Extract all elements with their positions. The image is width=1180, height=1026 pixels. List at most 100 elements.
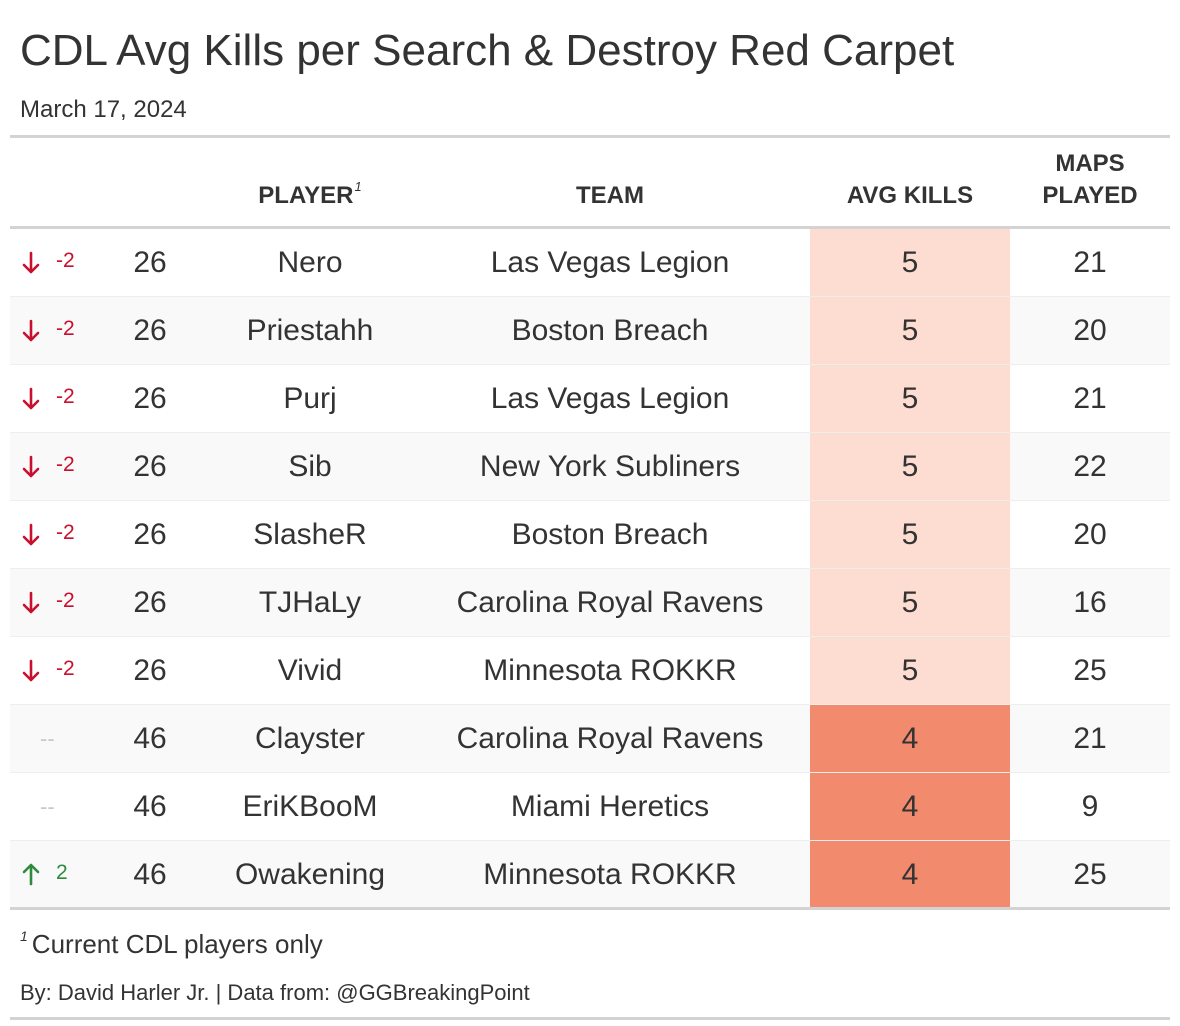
rank-change-value: -2 — [56, 385, 75, 408]
rank-change-value: -2 — [56, 317, 75, 340]
page-title: CDL Avg Kills per Search & Destroy Red C… — [20, 26, 955, 75]
maps-played-cell: 20 — [1073, 314, 1107, 347]
player-footnote-mark: 1 — [354, 179, 362, 194]
player-cell: Nero — [277, 246, 343, 279]
avg-kills-cell: 5 — [810, 637, 1010, 704]
player-cell: Owakening — [234, 858, 386, 891]
player-cell: SlasheR — [253, 518, 367, 551]
rank-cell: 26 — [133, 382, 167, 415]
column-header-team: TEAM — [576, 182, 644, 209]
rank-cell: 26 — [133, 654, 167, 687]
table-row: -2 26 Nero Las Vegas Legion 5 21 — [10, 229, 1170, 297]
arrow-down-icon — [22, 319, 40, 342]
maps-played-cell: 22 — [1073, 450, 1107, 483]
avg-kills-cell: 4 — [810, 773, 1010, 840]
footnote: 1 Current CDL players only — [20, 928, 323, 960]
team-cell: Las Vegas Legion — [490, 382, 730, 415]
player-cell: Priestahh — [246, 314, 374, 347]
rank-change-cell: 2 — [10, 841, 90, 908]
table-row: -2 26 SlasheR Boston Breach 5 20 — [10, 501, 1170, 569]
rank-change-value: -2 — [56, 589, 75, 612]
avg-kills-cell: 5 — [810, 569, 1010, 636]
player-cell: EriKBooM — [242, 790, 378, 823]
rank-change-cell: -2 — [10, 365, 90, 432]
rank-change-cell: -2 — [10, 229, 90, 296]
rank-change-cell: -2 — [10, 297, 90, 364]
rank-cell: 46 — [133, 722, 167, 755]
table-row: 2 46 Owakening Minnesota ROKKR 4 25 — [10, 841, 1170, 909]
rank-change-none: -- — [40, 794, 55, 819]
arrow-down-icon — [22, 455, 40, 478]
footnote-mark: 1 — [20, 928, 28, 944]
table-row: -2 26 Priestahh Boston Breach 5 20 — [10, 297, 1170, 365]
rank-cell: 46 — [133, 790, 167, 823]
arrow-down-icon — [22, 591, 40, 614]
table-row: -- 46 EriKBooM Miami Heretics 4 9 — [10, 773, 1170, 841]
maps-played-cell: 9 — [1081, 790, 1099, 823]
table-row: -2 26 Purj Las Vegas Legion 5 21 — [10, 365, 1170, 433]
avg-kills-cell: 5 — [810, 433, 1010, 500]
maps-played-cell: 16 — [1073, 586, 1107, 619]
bottom-divider — [10, 907, 1170, 910]
rank-change-value: 2 — [56, 861, 68, 884]
table-row: -2 26 TJHaLy Carolina Royal Ravens 5 16 — [10, 569, 1170, 637]
team-cell: Minnesota ROKKR — [483, 858, 737, 891]
source-note: By: David Harler Jr. | Data from: @GGBre… — [20, 980, 530, 1005]
arrow-up-icon — [22, 863, 40, 886]
player-cell: Clayster — [254, 722, 366, 755]
table-row: -2 26 Sib New York Subliners 5 22 — [10, 433, 1170, 501]
rank-cell: 26 — [133, 314, 167, 347]
rank-cell: 26 — [133, 450, 167, 483]
maps-played-cell: 21 — [1073, 722, 1107, 755]
rank-change-value: -2 — [56, 657, 75, 680]
avg-kills-cell: 5 — [810, 365, 1010, 432]
team-cell: Miami Heretics — [510, 790, 710, 823]
rank-change-value: -2 — [56, 453, 75, 476]
column-header-maps-played: MAPS PLAYED — [1042, 150, 1138, 209]
column-header-player: PLAYER1 — [258, 179, 362, 209]
avg-kills-cell: 5 — [810, 229, 1010, 296]
maps-played-cell: 25 — [1073, 654, 1107, 687]
rank-change-value: -2 — [56, 249, 75, 272]
team-cell: Carolina Royal Ravens — [456, 722, 764, 755]
maps-played-cell: 21 — [1073, 382, 1107, 415]
table-row: -2 26 Vivid Minnesota ROKKR 5 25 — [10, 637, 1170, 705]
maps-played-cell: 20 — [1073, 518, 1107, 551]
team-cell: Boston Breach — [511, 518, 709, 551]
header-divider — [10, 226, 1170, 229]
team-cell: Minnesota ROKKR — [483, 654, 737, 687]
avg-kills-cell: 4 — [810, 841, 1010, 908]
arrow-down-icon — [22, 659, 40, 682]
maps-played-cell: 25 — [1073, 858, 1107, 891]
rank-change-none: -- — [40, 726, 55, 751]
footnote-text: Current CDL players only — [31, 929, 323, 959]
player-cell: Vivid — [277, 654, 343, 687]
rank-change-cell: -- — [10, 773, 90, 840]
top-divider — [10, 135, 1170, 138]
arrow-down-icon — [22, 387, 40, 410]
team-cell: Las Vegas Legion — [490, 246, 730, 279]
maps-played-cell: 21 — [1073, 246, 1107, 279]
end-divider — [10, 1017, 1170, 1020]
team-cell: Carolina Royal Ravens — [456, 586, 764, 619]
table-row: -- 46 Clayster Carolina Royal Ravens 4 21 — [10, 705, 1170, 773]
arrow-down-icon — [22, 523, 40, 546]
player-cell: Sib — [288, 450, 332, 483]
column-header-avg-kills: AVG KILLS — [846, 182, 974, 209]
rank-change-value: -2 — [56, 521, 75, 544]
team-cell: New York Subliners — [479, 450, 741, 483]
rank-change-cell: -2 — [10, 433, 90, 500]
player-cell: TJHaLy — [258, 586, 362, 619]
rank-change-cell: -2 — [10, 637, 90, 704]
avg-kills-cell: 5 — [810, 501, 1010, 568]
table-header: PLAYER1 TEAM AVG KILLS MAPS PLAYED — [10, 138, 1170, 226]
page-subtitle: March 17, 2024 — [20, 96, 187, 123]
avg-kills-cell: 4 — [810, 705, 1010, 772]
arrow-down-icon — [22, 251, 40, 274]
player-cell: Purj — [283, 382, 337, 415]
rank-cell: 46 — [133, 858, 167, 891]
rank-change-cell: -2 — [10, 569, 90, 636]
rank-change-cell: -- — [10, 705, 90, 772]
team-cell: Boston Breach — [511, 314, 709, 347]
rank-cell: 26 — [133, 586, 167, 619]
